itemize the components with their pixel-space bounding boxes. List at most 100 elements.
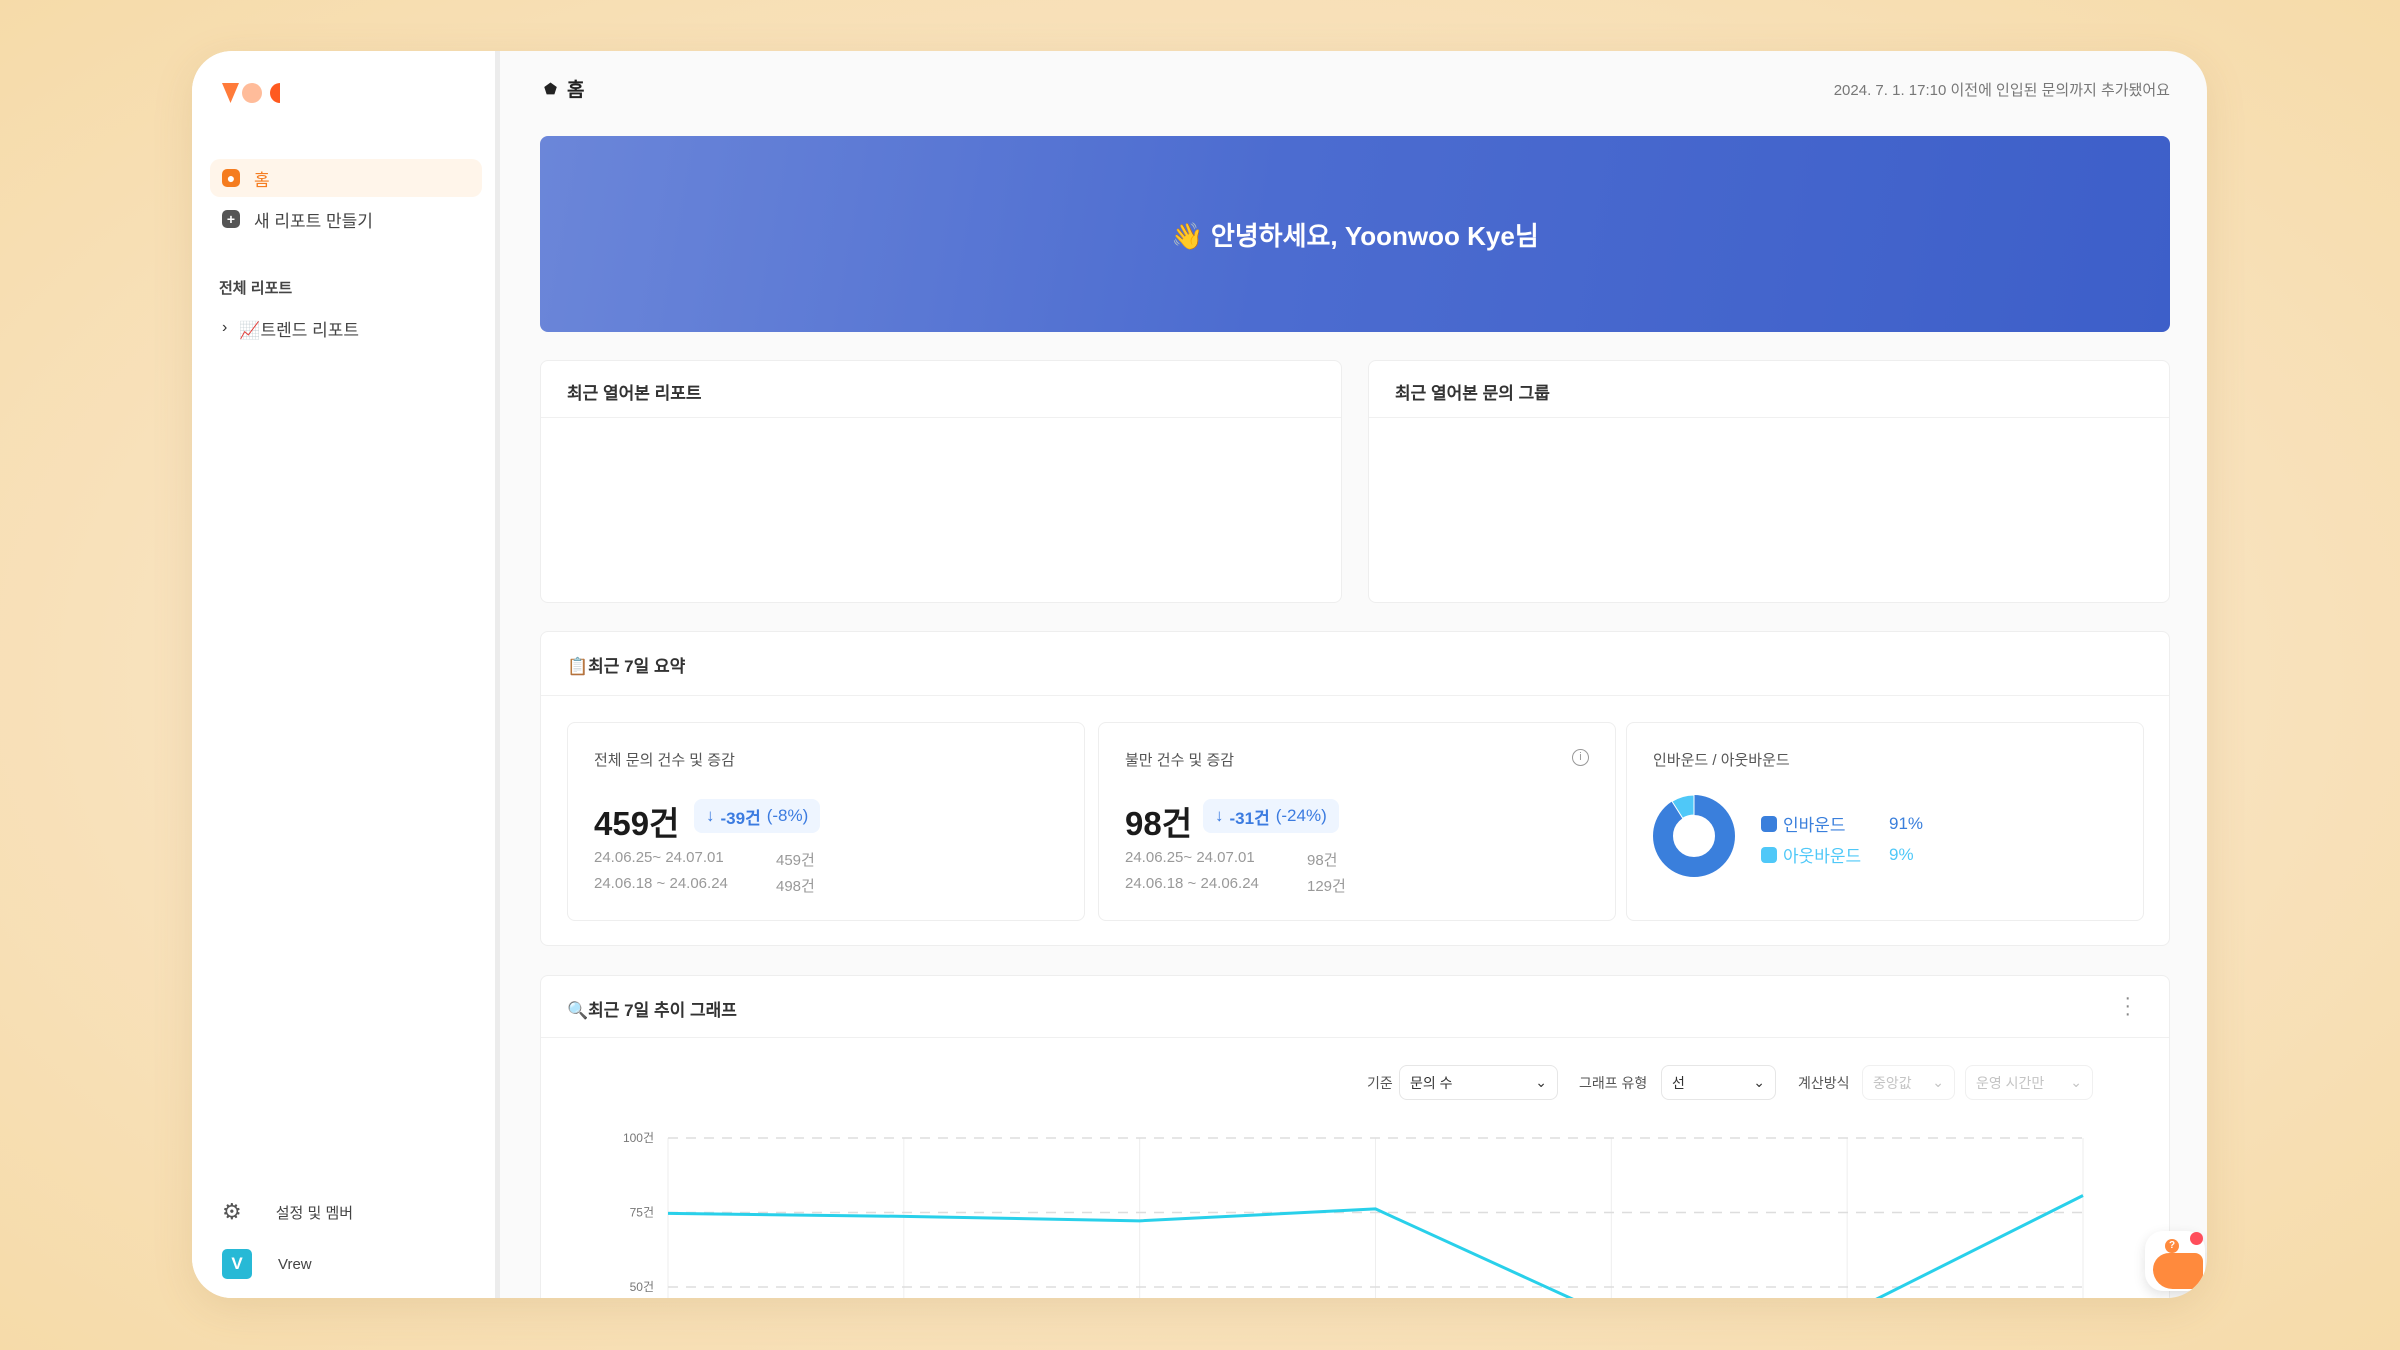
welcome-banner: 👋 안녕하세요, Yoonwoo Kye님 xyxy=(540,136,2170,332)
range: 24.06.25~ 24.07.01 xyxy=(1125,849,1255,866)
direction-card: 인바운드 / 아웃바운드 인바운드 91% 아웃바운드 9% xyxy=(1626,722,2144,921)
summary-panel: 📋최근 7일 요약 전체 문의 건수 및 증감 459건 ↓ -39건 (-8%) … xyxy=(540,631,2170,946)
period-row: 24.06.18 ~ 24.06.24 498건 xyxy=(594,875,815,896)
complaints-value: 98건 xyxy=(1125,805,1193,842)
greeting: 👋 안녕하세요, Yoonwoo Kye님 xyxy=(1171,220,1539,251)
chevron-down-icon: ⌄ xyxy=(1535,1074,1547,1090)
y-tick-label: 50건 xyxy=(630,1280,654,1294)
plus-square-icon: + xyxy=(222,210,240,228)
voc-logo[interactable] xyxy=(222,81,284,105)
select-value: 선 xyxy=(1672,1074,1685,1091)
period-row: 24.06.25~ 24.07.01 98건 xyxy=(1125,849,1338,870)
home-icon: ⬟ xyxy=(544,80,558,98)
panel-title: 📋최근 7일 요약 xyxy=(567,657,686,676)
trend-line-chart: 100건 75건 50건 xyxy=(623,1131,2084,1298)
delta-pct: (-8%) xyxy=(766,806,809,825)
sidebar-item-new-report[interactable]: + 새 리포트 만들기 xyxy=(210,200,482,238)
card-title: 전체 문의 건수 및 증감 xyxy=(594,752,735,769)
total-value: 459건 xyxy=(594,805,680,842)
period-row: 24.06.25~ 24.07.01 459건 xyxy=(594,849,815,870)
direction-donut xyxy=(1653,795,1735,877)
sidebar-item-home[interactable]: ● 홈 xyxy=(210,159,482,197)
delta-pct: (-24%) xyxy=(1275,806,1327,825)
trend-panel: 🔍최근 7일 추이 그래프 · · · 기준 문의 수 ⌄ 그래프 유형 선 ⌄ 계산방… xyxy=(540,975,2170,1298)
page-title-text: 홈 xyxy=(567,80,585,101)
period-row: 24.06.18 ~ 24.06.24 129건 xyxy=(1125,875,1346,896)
home-icon: ● xyxy=(222,169,240,187)
series-line xyxy=(667,1194,2084,1298)
legend-outbound: 아웃바운드 9% xyxy=(1761,842,1914,867)
vrew-icon: V xyxy=(222,1249,252,1279)
complaints-card: 불만 건수 및 증감 i 98건 ↓ -31건 (-24%) 24.06.25~ 2… xyxy=(1098,722,1616,921)
basis-select[interactable]: 문의 수 ⌄ xyxy=(1399,1065,1558,1100)
panel-title: 🔍최근 7일 추이 그래프 xyxy=(567,1001,737,1020)
select-value: 중앙값 xyxy=(1873,1074,1912,1091)
hours-select[interactable]: 운영 시간만 ⌄ xyxy=(1965,1065,2093,1100)
help-chat-button[interactable]: ? xyxy=(2145,1231,2205,1291)
legend-label: 아웃바운드 xyxy=(1783,847,1862,866)
range: 24.06.18 ~ 24.06.24 xyxy=(594,875,728,892)
divider xyxy=(541,417,1341,418)
card-title: 인바운드 / 아웃바운드 xyxy=(1653,752,1790,769)
gear-icon: ⚙ xyxy=(222,1199,242,1224)
y-tick-label: 75건 xyxy=(630,1206,654,1220)
select-value: 운영 시간만 xyxy=(1976,1074,2045,1091)
card-title: 불만 건수 및 증감 xyxy=(1125,752,1235,769)
select-value: 문의 수 xyxy=(1410,1074,1453,1091)
calc-label: 계산방식 xyxy=(1798,1075,1850,1091)
chevron-down-icon: ⌄ xyxy=(1753,1074,1765,1090)
recent-groups-panel: 최근 열어본 문의 그룹 xyxy=(1368,360,2170,603)
legend-value: 91% xyxy=(1889,813,1924,833)
vrew-link[interactable]: V Vrew xyxy=(210,1245,482,1283)
app-window: ● 홈 + 새 리포트 만들기 전체 리포트 › 📈트렌드 리포트 ⚙ 설정 및… xyxy=(192,51,2207,1298)
legend-swatch xyxy=(1761,815,1777,832)
count: 498건 xyxy=(776,878,815,895)
arrow-down-icon: ↓ xyxy=(706,806,715,825)
arrow-down-icon: ↓ xyxy=(1215,806,1224,825)
question-icon: ? xyxy=(2165,1239,2179,1253)
notification-dot xyxy=(2190,1232,2203,1245)
sidebar: ● 홈 + 새 리포트 만들기 전체 리포트 › 📈트렌드 리포트 ⚙ 설정 및… xyxy=(192,51,500,1298)
type-label: 그래프 유형 xyxy=(1579,1075,1648,1091)
panel-title: 최근 열어본 문의 그룹 xyxy=(1395,384,1550,403)
update-note: 2024. 7. 1. 17:10 이전에 인입된 문의까지 추가됐어요 xyxy=(1833,82,2170,99)
tree-item-label: 📈트렌드 리포트 xyxy=(239,320,360,340)
settings-label: 설정 및 멤버 xyxy=(275,1204,354,1222)
delta-badge: ↓ -31건 (-24%) xyxy=(1203,799,1339,833)
delta: -39건 xyxy=(720,808,761,828)
more-options-icon[interactable]: · · · xyxy=(2124,987,2131,1025)
sidebar-item-label: 홈 xyxy=(254,170,270,190)
chevron-right-icon[interactable]: › xyxy=(222,319,228,336)
recent-reports-panel: 최근 열어본 리포트 xyxy=(540,360,1342,603)
sidebar-item-label: 새 리포트 만들기 xyxy=(254,211,373,231)
total-inquiries-card: 전체 문의 건수 및 증감 459건 ↓ -39건 (-8%) 24.06.25~ … xyxy=(567,722,1085,921)
mascot-icon xyxy=(2153,1253,2203,1289)
page-title: ⬟ 홈 xyxy=(544,75,585,102)
y-tick-label: 100건 xyxy=(623,1131,654,1145)
legend-value: 9% xyxy=(1889,844,1914,864)
divider xyxy=(1369,417,2169,418)
legend-swatch xyxy=(1761,846,1777,863)
basis-label: 기준 xyxy=(1367,1075,1393,1091)
chevron-down-icon: ⌄ xyxy=(2070,1074,2082,1090)
range: 24.06.25~ 24.07.01 xyxy=(594,849,724,866)
divider xyxy=(541,1037,2169,1038)
chevron-down-icon: ⌄ xyxy=(1932,1074,1944,1090)
section-label: 전체 리포트 xyxy=(219,280,293,297)
graph-type-select[interactable]: 선 ⌄ xyxy=(1661,1065,1776,1100)
count: 459건 xyxy=(776,852,815,869)
legend-inbound: 인바운드 91% xyxy=(1761,811,1923,836)
outbound-slice xyxy=(1671,795,1695,819)
tree-item-trend-report[interactable]: › 📈트렌드 리포트 xyxy=(210,309,482,347)
delta-badge: ↓ -39건 (-8%) xyxy=(694,799,821,833)
settings-button[interactable]: ⚙ 설정 및 멤버 xyxy=(210,1193,482,1231)
divider xyxy=(541,695,2169,696)
range: 24.06.18 ~ 24.06.24 xyxy=(1125,875,1259,892)
legend-label: 인바운드 xyxy=(1783,816,1846,835)
calc-select[interactable]: 중앙값 ⌄ xyxy=(1862,1065,1955,1100)
vrew-label: Vrew xyxy=(278,1255,312,1273)
info-icon[interactable]: i xyxy=(1572,749,1589,766)
delta: -31건 xyxy=(1229,808,1270,828)
count: 129건 xyxy=(1307,878,1346,895)
panel-title: 최근 열어본 리포트 xyxy=(567,384,702,403)
